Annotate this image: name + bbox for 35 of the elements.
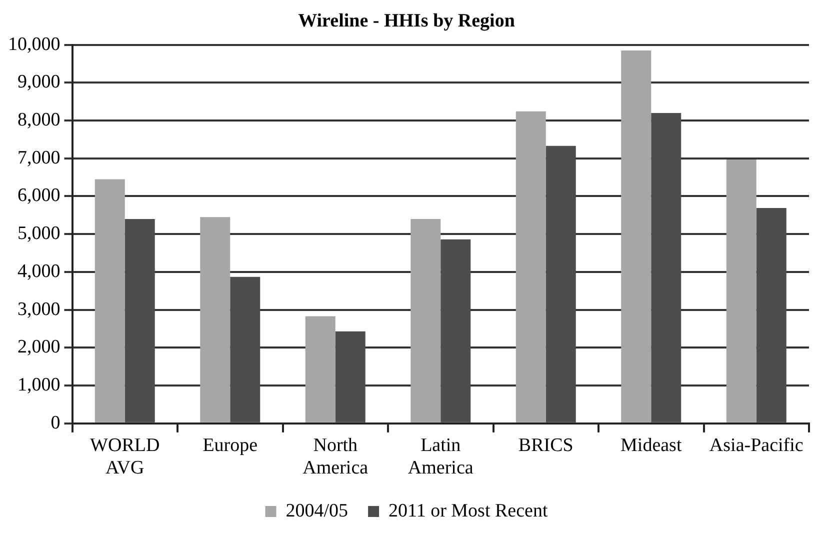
bar [440,239,471,422]
y-tick-label: 1,000 [18,374,60,396]
x-tick-label: Europe [202,434,258,456]
bar [726,160,756,422]
x-tick-label: WORLD AVG [90,434,160,479]
x-tick-label: Latin America [408,434,474,479]
bar [410,218,441,422]
bar [546,146,576,422]
y-tick-label: 2,000 [18,336,60,358]
y-tick-label: 3,000 [18,298,60,320]
y-tick-label: 9,000 [18,72,60,93]
legend-label: 2004/05 [286,500,348,522]
bar [200,217,230,422]
x-tick-label: Asia-Pacific [709,434,804,456]
bar [305,316,336,422]
bar [230,276,260,422]
bar [516,111,546,422]
y-tick-label: 7,000 [18,147,60,168]
bar [651,112,682,422]
x-tick-label: Mideast [620,434,682,456]
y-tick-label: 5,000 [18,223,60,244]
bar [756,208,786,422]
bar [94,179,125,422]
chart-title: Wireline - HHIs by Region [298,10,516,32]
y-tick-label: 0 [50,412,60,434]
legend-label: 2011 or Most Recent [388,500,548,522]
bar [335,331,366,422]
y-tick-label: 8,000 [18,110,60,131]
bar [621,50,652,422]
y-tick-label: 10,000 [8,34,60,55]
y-tick-label: 6,000 [18,185,60,206]
bar [124,218,155,422]
x-tick-label: BRICS [518,434,574,456]
x-tick-label: North America [302,434,369,479]
y-tick-label: 4,000 [18,260,60,282]
